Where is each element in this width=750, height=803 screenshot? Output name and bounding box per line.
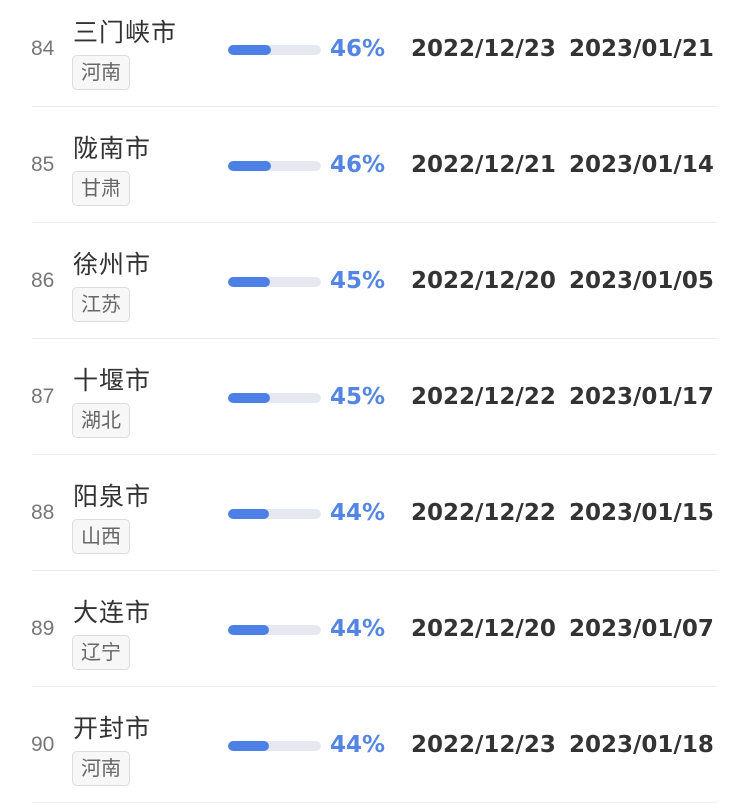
progress-bar xyxy=(228,393,321,403)
start-date: 2022/12/23 xyxy=(411,36,556,62)
progress-bar xyxy=(228,625,321,635)
rank: 89 xyxy=(31,617,55,640)
city-name: 十堰市 xyxy=(73,366,152,395)
progress-fill xyxy=(228,45,271,55)
list-item[interactable]: 89 大连市 辽宁 44% 2022/12/20 2023/01/07 xyxy=(0,571,750,687)
percent-label: 46% xyxy=(330,36,386,62)
rank: 86 xyxy=(31,269,55,292)
start-date: 2022/12/23 xyxy=(411,732,556,758)
start-date: 2022/12/22 xyxy=(411,500,556,526)
rank: 90 xyxy=(31,733,55,756)
province-tag: 山西 xyxy=(72,519,130,554)
rank: 85 xyxy=(31,153,55,176)
progress-bar xyxy=(228,277,321,287)
rank: 88 xyxy=(31,501,55,524)
list-item[interactable]: 85 陇南市 甘肃 46% 2022/12/21 2023/01/14 xyxy=(0,107,750,223)
end-date: 2023/01/15 xyxy=(569,500,714,526)
rank: 87 xyxy=(31,385,55,408)
progress-bar xyxy=(228,161,321,171)
province-tag: 湖北 xyxy=(72,403,130,438)
progress-fill xyxy=(228,393,270,403)
city-name: 陇南市 xyxy=(73,134,152,163)
province-tag: 甘肃 xyxy=(72,171,130,206)
progress-fill xyxy=(228,509,269,519)
progress-fill xyxy=(228,277,270,287)
province-tag: 江苏 xyxy=(72,287,130,322)
list-item[interactable]: 87 十堰市 湖北 45% 2022/12/22 2023/01/17 xyxy=(0,339,750,455)
city-name: 开封市 xyxy=(73,714,152,743)
percent-label: 45% xyxy=(330,268,386,294)
start-date: 2022/12/21 xyxy=(411,152,556,178)
percent-label: 44% xyxy=(330,616,386,642)
progress-bar xyxy=(228,509,321,519)
progress-fill xyxy=(228,625,269,635)
rank: 84 xyxy=(31,37,55,60)
list-item[interactable]: 84 三门峡市 河南 46% 2022/12/23 2023/01/21 xyxy=(0,0,750,107)
progress-bar xyxy=(228,741,321,751)
percent-label: 44% xyxy=(330,500,386,526)
progress-bar xyxy=(228,45,321,55)
percent-label: 46% xyxy=(330,152,386,178)
province-tag: 辽宁 xyxy=(72,635,130,670)
start-date: 2022/12/22 xyxy=(411,384,556,410)
progress-fill xyxy=(228,741,269,751)
percent-label: 44% xyxy=(330,732,386,758)
city-name: 阳泉市 xyxy=(73,482,152,511)
end-date: 2023/01/07 xyxy=(569,616,714,642)
end-date: 2023/01/17 xyxy=(569,384,714,410)
end-date: 2023/01/14 xyxy=(569,152,714,178)
city-name: 徐州市 xyxy=(73,250,152,279)
list-item[interactable]: 86 徐州市 江苏 45% 2022/12/20 2023/01/05 xyxy=(0,223,750,339)
start-date: 2022/12/20 xyxy=(411,616,556,642)
progress-fill xyxy=(228,161,271,171)
list-item[interactable]: 88 阳泉市 山西 44% 2022/12/22 2023/01/15 xyxy=(0,455,750,571)
end-date: 2023/01/05 xyxy=(569,268,714,294)
province-tag: 河南 xyxy=(72,55,130,90)
percent-label: 45% xyxy=(330,384,386,410)
province-tag: 河南 xyxy=(72,751,130,786)
list-item[interactable]: 90 开封市 河南 44% 2022/12/23 2023/01/18 xyxy=(0,687,750,803)
city-name: 三门峡市 xyxy=(73,18,178,47)
start-date: 2022/12/20 xyxy=(411,268,556,294)
end-date: 2023/01/18 xyxy=(569,732,714,758)
end-date: 2023/01/21 xyxy=(569,36,714,62)
city-name: 大连市 xyxy=(73,598,152,627)
